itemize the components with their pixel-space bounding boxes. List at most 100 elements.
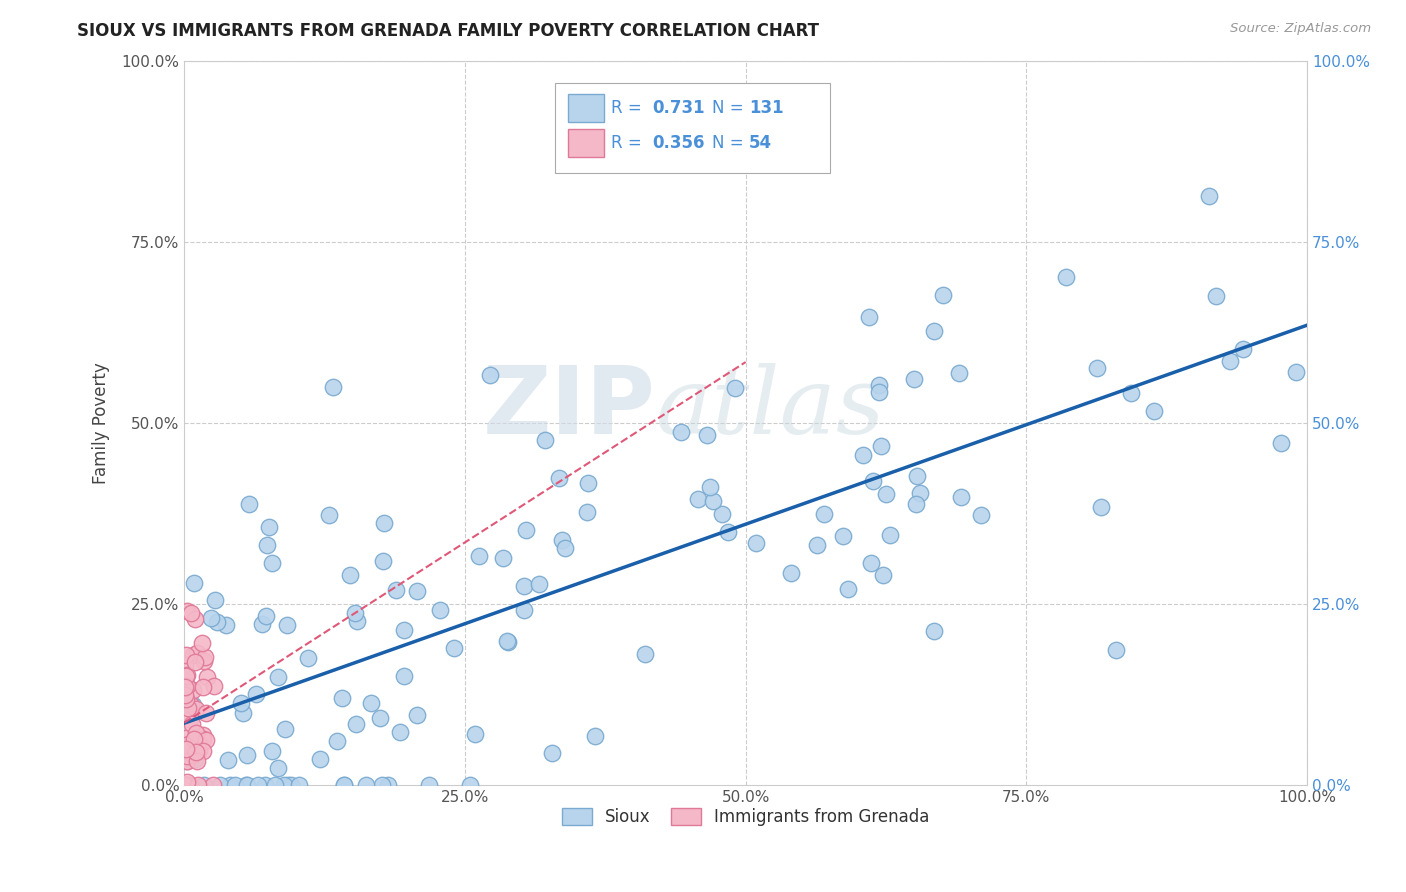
- Point: [702, 494, 724, 508]
- Point: [922, 624, 945, 638]
- Point: [460, 778, 482, 792]
- Text: 0.356: 0.356: [652, 134, 704, 152]
- Point: [273, 778, 295, 792]
- Point: [176, 679, 198, 693]
- Point: [333, 778, 356, 792]
- Point: [869, 439, 891, 453]
- Point: [779, 566, 801, 580]
- Point: [264, 778, 287, 792]
- Point: [186, 646, 208, 660]
- Point: [908, 485, 931, 500]
- Point: [181, 748, 204, 763]
- Point: [385, 582, 408, 597]
- Point: [193, 778, 215, 792]
- Point: [224, 778, 246, 792]
- Point: [443, 641, 465, 656]
- Point: [174, 691, 197, 706]
- Point: [903, 372, 925, 386]
- Point: [368, 711, 391, 725]
- Point: [183, 698, 205, 712]
- Point: [177, 700, 200, 714]
- Point: [496, 634, 519, 648]
- Point: [180, 698, 202, 713]
- Point: [392, 669, 415, 683]
- Point: [515, 524, 537, 538]
- Point: [837, 582, 859, 597]
- Point: [479, 368, 502, 382]
- Point: [806, 538, 828, 552]
- Point: [176, 778, 198, 792]
- Point: [267, 670, 290, 684]
- Point: [266, 761, 288, 775]
- Point: [318, 508, 340, 522]
- Point: [872, 568, 894, 582]
- Point: [174, 689, 197, 703]
- Point: [176, 754, 198, 768]
- Point: [513, 602, 536, 616]
- Text: ZIP: ZIP: [484, 362, 655, 455]
- Point: [875, 487, 897, 501]
- Point: [186, 701, 208, 715]
- Point: [634, 648, 657, 662]
- Text: N =: N =: [711, 134, 749, 152]
- Point: [181, 648, 204, 662]
- Point: [547, 471, 569, 485]
- Text: 0.731: 0.731: [652, 99, 706, 117]
- Point: [235, 778, 257, 792]
- Point: [330, 691, 353, 706]
- Point: [187, 736, 209, 750]
- Point: [724, 381, 747, 395]
- Point: [247, 778, 270, 792]
- Point: [696, 427, 718, 442]
- Point: [235, 778, 257, 792]
- Point: [297, 651, 319, 665]
- Point: [184, 655, 207, 669]
- Text: N =: N =: [711, 99, 749, 117]
- Point: [184, 612, 207, 626]
- Point: [277, 778, 299, 792]
- Point: [392, 624, 415, 638]
- Point: [852, 448, 875, 462]
- Point: [1090, 500, 1112, 514]
- Point: [346, 614, 368, 628]
- Text: R =: R =: [612, 99, 647, 117]
- Point: [322, 380, 344, 394]
- FancyBboxPatch shape: [568, 95, 605, 122]
- Point: [492, 551, 515, 566]
- Point: [1270, 435, 1292, 450]
- Point: [344, 717, 367, 731]
- Point: [176, 604, 198, 618]
- Text: R =: R =: [612, 134, 647, 152]
- Point: [254, 609, 277, 624]
- Point: [191, 728, 214, 742]
- Point: [406, 708, 429, 723]
- Point: [1219, 354, 1241, 368]
- Point: [215, 618, 238, 632]
- Point: [360, 696, 382, 710]
- Point: [344, 606, 367, 620]
- Point: [191, 681, 214, 695]
- Point: [184, 752, 207, 766]
- Point: [174, 742, 197, 756]
- Point: [671, 425, 693, 440]
- Point: [1054, 269, 1077, 284]
- Point: [832, 529, 855, 543]
- FancyBboxPatch shape: [568, 129, 605, 157]
- Point: [176, 731, 198, 745]
- Text: Source: ZipAtlas.com: Source: ZipAtlas.com: [1230, 22, 1371, 36]
- Point: [388, 725, 411, 739]
- Point: [174, 743, 197, 757]
- Point: [176, 648, 198, 662]
- Point: [468, 549, 491, 564]
- Point: [326, 734, 349, 748]
- Point: [970, 508, 993, 522]
- Point: [180, 606, 202, 620]
- Point: [879, 527, 901, 541]
- Point: [202, 679, 225, 693]
- Point: [1105, 643, 1128, 657]
- Point: [418, 778, 440, 792]
- Y-axis label: Family Poverty: Family Poverty: [93, 362, 110, 483]
- Point: [513, 579, 536, 593]
- Point: [1085, 361, 1108, 376]
- Point: [868, 377, 890, 392]
